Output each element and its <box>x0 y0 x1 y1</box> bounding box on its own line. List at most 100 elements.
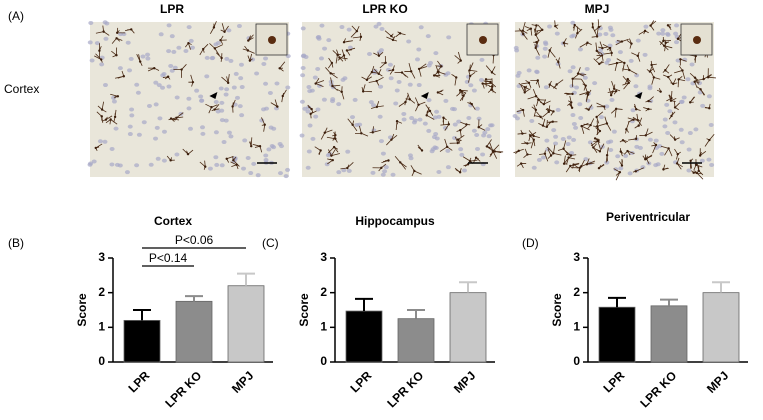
microglia-body <box>634 170 638 173</box>
cell <box>542 40 548 45</box>
microglia-body <box>598 150 602 153</box>
microglia-body <box>436 70 440 74</box>
cell <box>476 116 482 121</box>
cell <box>158 32 164 37</box>
microglia-body <box>667 147 670 150</box>
microglia-body <box>692 171 695 174</box>
microglia-body <box>598 62 601 66</box>
cell <box>630 108 636 113</box>
microglia-body <box>469 159 472 163</box>
cell <box>516 70 522 75</box>
cell <box>161 158 167 163</box>
cell <box>387 62 393 67</box>
cell <box>213 155 219 160</box>
cell <box>458 147 464 152</box>
cell <box>263 56 269 61</box>
microglia-body <box>670 97 673 100</box>
cell <box>383 165 389 170</box>
y-tick-label: 3 <box>98 250 105 264</box>
microglia-body <box>122 75 126 78</box>
microglia-body <box>413 169 416 173</box>
cell <box>174 152 180 157</box>
cell <box>584 66 590 71</box>
cell <box>573 125 579 130</box>
microglia-body <box>615 61 619 65</box>
error-bar <box>608 296 626 308</box>
microglia-body <box>637 124 640 127</box>
microglia-body <box>187 41 190 45</box>
cell <box>475 146 481 151</box>
microglia-body <box>477 126 480 129</box>
cell <box>471 88 477 93</box>
microglia-body <box>250 144 253 148</box>
cell <box>445 148 451 153</box>
microglia-body <box>598 129 602 133</box>
cell <box>219 108 225 113</box>
y-tick-label: 2 <box>98 285 105 299</box>
cell <box>432 145 438 150</box>
microglia-body <box>708 107 711 110</box>
cell <box>183 49 189 54</box>
cell <box>234 95 240 100</box>
cell <box>565 142 571 147</box>
y-tick-label: 1 <box>320 320 327 334</box>
microglia-body <box>609 93 613 97</box>
microglia <box>418 63 428 77</box>
microglia-body <box>359 35 363 39</box>
cell <box>300 73 306 78</box>
microglia-body <box>545 125 549 128</box>
microglia-body <box>425 114 428 117</box>
cell <box>679 99 685 104</box>
microglia-body <box>329 72 332 75</box>
microglia-body <box>351 123 354 126</box>
cell <box>186 25 192 30</box>
cell <box>708 122 714 127</box>
microglia-body <box>569 154 573 157</box>
cell <box>608 27 614 32</box>
microglia-body <box>578 166 581 169</box>
cell <box>660 31 666 36</box>
cell <box>319 23 325 28</box>
cell <box>316 34 322 39</box>
microglia-body <box>400 71 404 74</box>
cell <box>569 151 575 156</box>
y-axis-label: Score <box>297 293 311 327</box>
cell <box>378 84 384 89</box>
microglia-body <box>447 123 451 126</box>
microglia-body <box>541 28 544 32</box>
microglia-body <box>436 91 440 94</box>
cell <box>396 80 402 85</box>
cell <box>544 138 550 143</box>
cell <box>315 67 321 72</box>
cell <box>706 157 712 162</box>
microglia-body <box>534 46 537 50</box>
cell <box>540 155 546 160</box>
cell <box>219 163 225 168</box>
cell <box>442 125 448 130</box>
microglia-body <box>532 134 535 138</box>
microglia-body <box>375 105 379 109</box>
microglia-body <box>623 61 626 65</box>
microglia-body <box>529 134 532 138</box>
cell <box>480 152 486 157</box>
panel-label: (C) <box>262 236 279 250</box>
microglia-body <box>573 23 576 27</box>
y-tick-label: 3 <box>573 250 580 264</box>
x-tick-label: LPR KO <box>384 368 426 410</box>
cell <box>681 95 687 100</box>
cell <box>141 120 147 125</box>
error-bar <box>660 298 678 306</box>
cell <box>88 161 94 166</box>
cell <box>346 168 352 173</box>
cell <box>204 74 210 79</box>
microglia-body <box>601 46 604 50</box>
y-tick-label: 0 <box>320 354 327 368</box>
microglia-body <box>169 159 172 162</box>
cell <box>300 26 306 31</box>
cell <box>305 165 311 170</box>
microglia-body <box>484 78 488 81</box>
cell <box>634 73 640 78</box>
cell <box>685 77 691 82</box>
arrowhead <box>209 92 218 99</box>
chart-title: Hippocampus <box>355 214 435 228</box>
